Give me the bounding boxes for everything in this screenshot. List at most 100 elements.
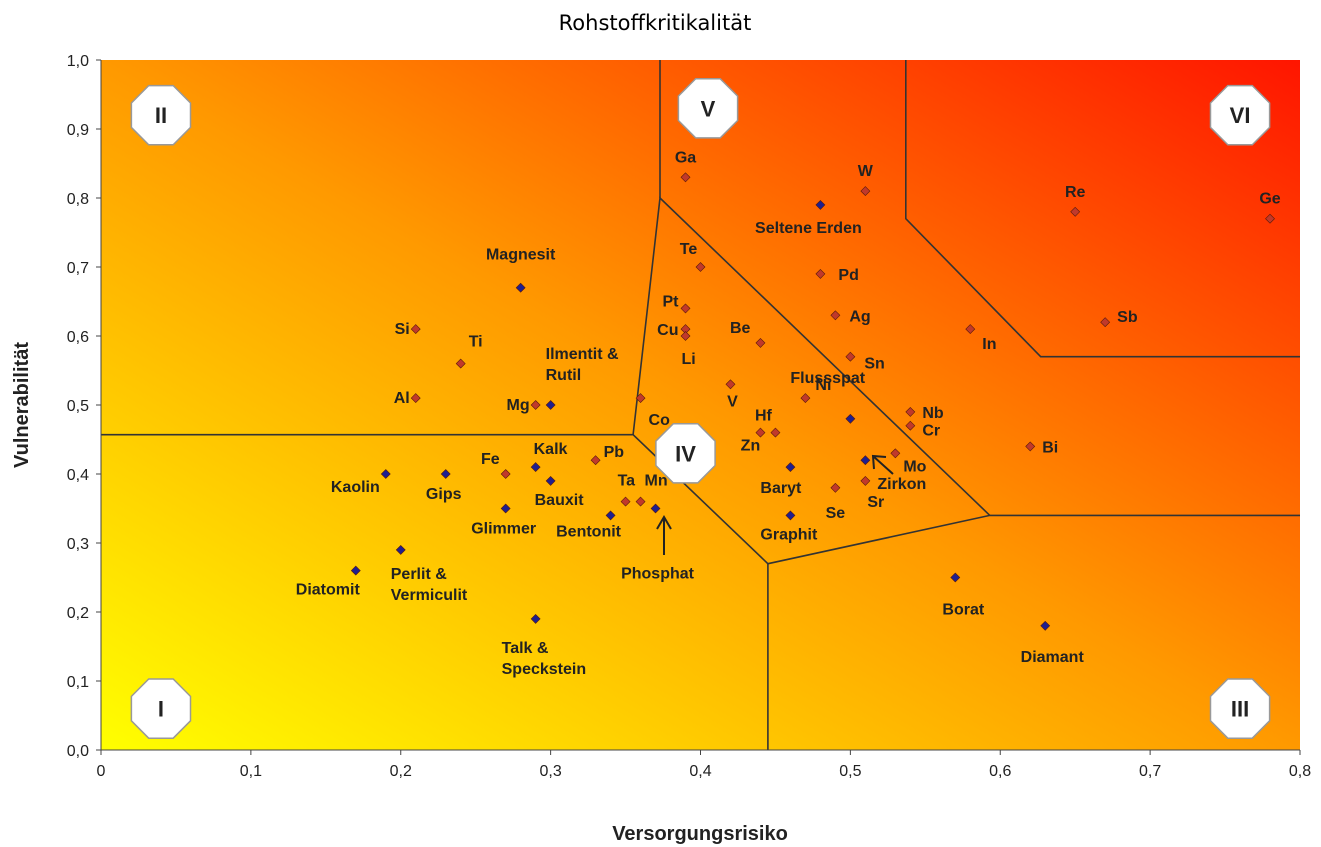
arrow-phosphat [656,515,672,555]
x-tick-label: 0,3 [540,763,562,780]
data-point [605,510,616,521]
data-point [395,544,406,555]
arrow-zirkon [871,454,894,475]
y-tick-label: 0,4 [67,467,89,484]
data-point [590,455,601,466]
point-label: Seltene Erden [755,220,862,237]
zone-boundary-line [904,60,1300,358]
y-tick-label: 0,5 [67,398,89,415]
zone-label: V [701,96,716,121]
point-label: Se [826,505,846,522]
data-point [620,496,631,507]
zone-marker-octagon [1209,84,1271,146]
data-point [950,572,961,583]
data-point [500,503,511,514]
point-label: V [727,393,738,410]
point-label: Li [682,351,696,368]
data-point [530,400,541,410]
data-point [890,448,901,459]
data-point [380,469,391,479]
data-point [845,351,856,362]
data-point [515,282,526,293]
data-point [410,324,421,335]
zone-label: III [1231,697,1249,722]
zone-label: IV [675,441,696,466]
point-label: Cu [657,322,678,339]
point-label: Ta [618,473,636,490]
point-label: Talk & Speckstein [502,640,586,678]
point-labels: Ga W Re Ge Te Pd Pt Ag Sb Si Cu In Li Be Sn Ti V Al Co Ni Mg… [296,149,1281,678]
point-label: Te [680,241,698,258]
point-label: Al [394,390,410,407]
point-label: Diatomit [296,582,361,599]
zone-marker-octagon [130,84,192,146]
data-point [695,262,706,272]
data-point [725,379,736,390]
data-point [530,613,541,624]
point-label: Mg [507,397,530,414]
zone-boundaries [101,60,1300,750]
data-points [350,172,1275,631]
point-label: Pt [663,293,680,310]
point-label: Gips [426,486,462,503]
point-label: Zirkon [877,476,926,493]
y-tick-label: 0,6 [67,329,89,346]
data-point [530,462,541,473]
point-label: Hf [755,408,773,425]
point-label: Kalk [534,441,568,458]
y-tick-label: 0,3 [67,536,89,553]
data-point [860,186,871,197]
y-tick-label: 1,0 [67,53,89,70]
data-point [815,199,826,210]
point-label: Diamant [1021,649,1085,666]
data-point [680,172,691,183]
zone-marker-octagon [677,77,739,139]
data-point [755,337,766,348]
zone-label: I [158,697,164,722]
point-label: Sb [1117,309,1138,326]
point-label: Pd [838,267,858,284]
point-label: Mn [645,473,668,490]
zone-label: II [155,103,167,128]
x-tick-label: 0,2 [390,763,412,780]
y-tick-label: 0,9 [67,122,89,139]
data-point [1265,213,1275,224]
data-point [800,393,811,404]
point-label: W [858,163,874,180]
data-point [815,268,826,279]
data-point [440,469,451,479]
point-label: Ga [675,149,696,166]
data-point [860,475,871,486]
x-tick-label: 0,6 [989,763,1011,780]
data-point [905,406,916,417]
data-point [860,455,871,466]
zone-marker-octagon [1209,678,1271,739]
zone-label: VI [1230,103,1251,128]
data-point [650,503,661,514]
x-tick-label: 0,8 [1289,763,1311,780]
x-tick-label: 0,7 [1139,763,1161,780]
point-label: Ag [849,308,870,325]
y-tick-label: 0,0 [67,743,89,760]
point-label: Magnesit [486,247,556,264]
point-label: Sr [867,494,884,511]
point-label: Perlit & Vermiculit [391,566,468,604]
y-axis-title: Vulnerabilität [11,342,33,468]
data-point [1100,317,1111,328]
point-label: Ni [815,377,831,394]
data-point [545,400,556,410]
plot-area [101,60,1300,750]
x-axis-title: Versorgungsrisiko [612,823,788,845]
point-label: Mo [903,458,926,475]
data-point [755,427,766,438]
point-label: Re [1065,184,1086,201]
point-label: Sn [864,356,884,373]
data-point [635,393,646,404]
x-tick-label: 0,4 [689,763,711,780]
point-label: Ilmentit & Rutil [546,346,619,384]
data-point [350,565,361,576]
point-label: Baryt [760,480,802,497]
point-label: Pb [604,444,625,461]
point-label: Si [395,321,410,338]
